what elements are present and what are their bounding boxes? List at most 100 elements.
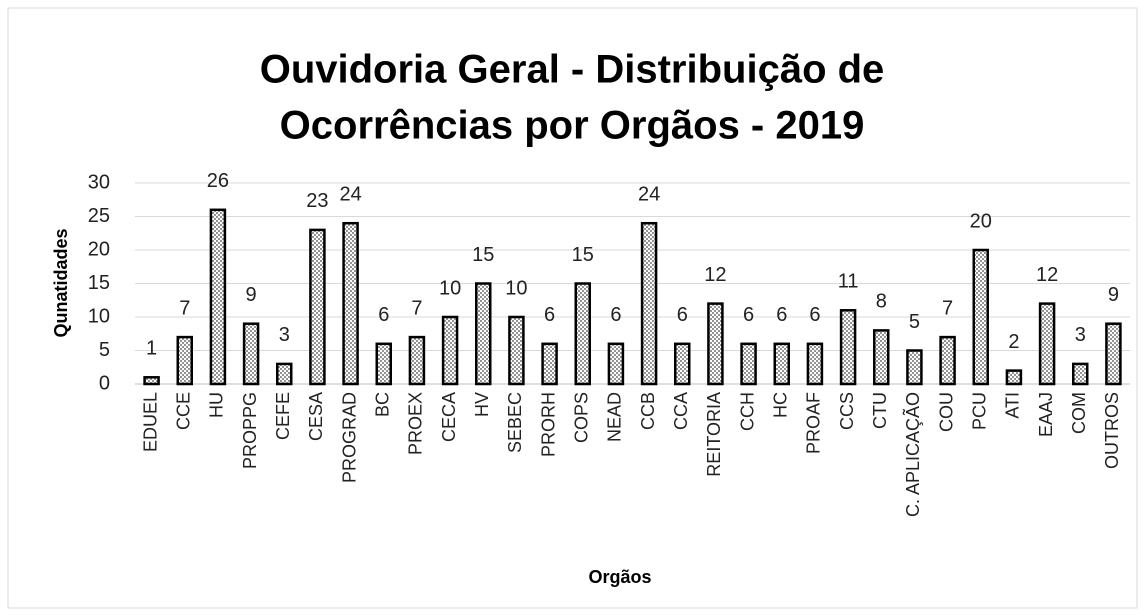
bar — [441, 315, 459, 386]
x-tick-label: SEBEC — [505, 392, 525, 453]
data-label: 20 — [970, 210, 992, 232]
chart-title: Ouvidoria Geral - Distribuição de — [260, 48, 885, 92]
y-tick-label: 20 — [88, 238, 110, 260]
bar — [1072, 362, 1089, 386]
x-tick-label: CCE — [174, 392, 194, 430]
x-tick-label: COM — [1069, 392, 1089, 434]
x-axis-label: Orgãos — [588, 567, 651, 587]
x-tick-label: PRORH — [538, 392, 558, 457]
bar — [1005, 369, 1023, 386]
bar — [1038, 302, 1056, 386]
bar — [939, 335, 956, 386]
bar — [674, 342, 691, 386]
data-label: 10 — [439, 277, 461, 299]
x-tick-label: CEFE — [273, 392, 293, 440]
data-label: 15 — [572, 244, 594, 266]
x-tick-label: ATI — [1003, 392, 1023, 419]
data-label: 9 — [246, 284, 257, 306]
x-tick-label: PROEX — [406, 392, 426, 455]
x-tick-label: EAAJ — [1036, 392, 1056, 437]
bar — [640, 221, 658, 386]
x-tick-label: CECA — [439, 392, 459, 442]
x-tick-label: C. APLICAÇÃO — [902, 392, 923, 517]
data-label: 12 — [1036, 264, 1058, 286]
data-label: 23 — [306, 190, 328, 212]
data-label: 5 — [909, 311, 920, 333]
data-label: 6 — [776, 304, 787, 326]
data-label: 1 — [146, 338, 157, 360]
data-label: 12 — [704, 264, 726, 286]
bar — [972, 248, 989, 386]
bar — [873, 329, 890, 386]
x-tick-label: PROGRAD — [339, 392, 359, 483]
data-label: 11 — [838, 271, 859, 293]
bar — [242, 322, 260, 386]
x-tick-label: NEAD — [605, 392, 625, 442]
data-label: 6 — [743, 304, 754, 326]
x-tick-label: CCS — [837, 392, 857, 430]
x-tick-label: CCB — [638, 392, 658, 430]
data-label: 6 — [677, 304, 688, 326]
bar — [342, 221, 359, 386]
bar — [773, 342, 790, 386]
x-tick-label: COPS — [572, 392, 592, 443]
data-label: 10 — [505, 277, 527, 299]
chart-border — [7, 7, 1138, 609]
x-tick-label: OUTROS — [1102, 392, 1122, 469]
bar — [375, 342, 392, 386]
x-tick-label: REITORIA — [704, 392, 724, 477]
y-tick-label: 25 — [88, 205, 110, 227]
data-label: 6 — [378, 304, 389, 326]
x-tick-label: CTU — [870, 392, 890, 429]
data-label: 7 — [942, 297, 953, 319]
y-axis-label: Qunatidades — [51, 228, 71, 337]
bar — [806, 342, 824, 386]
data-label: 3 — [279, 324, 290, 346]
x-tick-label: PCU — [970, 392, 990, 430]
bar — [906, 349, 923, 386]
data-label: 7 — [179, 297, 190, 319]
data-label: 7 — [411, 297, 422, 319]
bar — [176, 335, 193, 386]
bar — [508, 315, 525, 386]
bar — [408, 335, 426, 386]
bar — [574, 282, 591, 386]
bar — [707, 302, 724, 386]
data-label: 24 — [638, 183, 660, 205]
x-tick-label: CCA — [671, 392, 691, 430]
data-label: 15 — [472, 244, 494, 266]
y-tick-label: 30 — [88, 171, 110, 193]
y-tick-label: 0 — [99, 372, 110, 394]
data-label: 3 — [1075, 324, 1086, 346]
data-label: 8 — [876, 291, 887, 313]
data-label: 26 — [207, 170, 229, 192]
bar — [839, 309, 857, 386]
y-tick-label: 5 — [99, 339, 110, 361]
x-tick-label: HV — [472, 392, 492, 417]
x-tick-label: PROPPG — [240, 392, 260, 469]
bar — [607, 342, 625, 386]
y-tick-label: 10 — [88, 305, 110, 327]
bar — [209, 208, 227, 386]
x-tick-label: PROAF — [804, 392, 824, 454]
data-label: 24 — [339, 183, 361, 205]
x-tick-label: HU — [207, 392, 227, 418]
bar — [276, 362, 293, 386]
data-label: 6 — [610, 304, 621, 326]
x-tick-label: BC — [373, 392, 393, 417]
chart-title: Ocorrências por Orgãos - 2019 — [280, 104, 865, 148]
data-label: 9 — [1108, 284, 1119, 306]
data-label: 6 — [544, 304, 555, 326]
x-tick-label: HC — [771, 392, 791, 418]
x-tick-label: EDUEL — [140, 392, 160, 452]
bar — [309, 228, 326, 386]
data-label: 2 — [1008, 331, 1019, 353]
bar — [541, 342, 558, 386]
x-tick-label: CESA — [306, 392, 326, 441]
bar — [1105, 322, 1122, 386]
y-tick-label: 15 — [88, 272, 110, 294]
x-tick-label: COU — [936, 392, 956, 432]
bar — [740, 342, 757, 386]
x-tick-label: CCH — [737, 392, 757, 431]
